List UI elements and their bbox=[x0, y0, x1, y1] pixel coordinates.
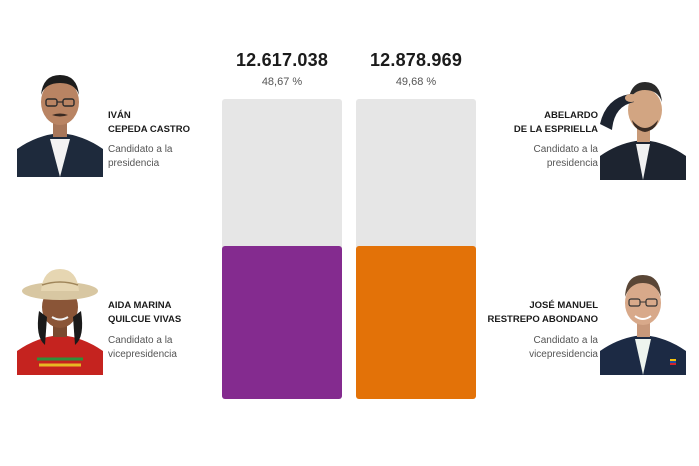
vice-right-name-line1: JOSÉ MANUEL bbox=[529, 300, 598, 311]
vice-right-role: Candidato a la vicepresidencia bbox=[529, 334, 598, 362]
president-right-role-line2: presidencia bbox=[546, 158, 598, 169]
president-left-photo bbox=[17, 69, 103, 177]
vice-right-photo bbox=[600, 267, 686, 375]
left-result-bar-fill bbox=[222, 246, 342, 399]
right-result-bar bbox=[356, 99, 476, 399]
vice-left-role-line2: vicepresidencia bbox=[108, 349, 177, 360]
president-left-role: Candidato a la presidencia bbox=[108, 143, 173, 171]
left-result-bar bbox=[222, 99, 342, 399]
vice-left-name-line2: QUILCUE VIVAS bbox=[108, 314, 182, 325]
vice-left-name-line1: AIDA MARINA bbox=[108, 300, 172, 311]
vice-right-name-line2: RESTREPO ABONDANO bbox=[487, 314, 599, 325]
president-right-role: Candidato a la presidencia bbox=[534, 143, 599, 171]
vice-left-name: AIDA MARINA QUILCUE VIVAS bbox=[108, 299, 181, 327]
right-vote-total: 12.878.969 bbox=[369, 50, 463, 70]
president-left-name-line2: CEPEDA CASTRO bbox=[108, 124, 190, 135]
president-right-name-line1: ABELARDO bbox=[544, 110, 598, 121]
left-vote-percent: 48,67 % bbox=[261, 76, 303, 88]
vice-left-role-line1: Candidato a la bbox=[108, 335, 173, 346]
president-left-name-line1: IVÁN bbox=[108, 110, 131, 121]
right-result-bar-fill bbox=[356, 246, 476, 399]
vice-left-role: Candidato a la vicepresidencia bbox=[108, 334, 177, 362]
president-left-name: IVÁN CEPEDA CASTRO bbox=[108, 109, 190, 137]
left-vote-total: 12.617.038 bbox=[235, 50, 329, 70]
president-right-name: ABELARDO DE LA ESPRIELLA bbox=[514, 109, 598, 137]
right-vote-percent: 49,68 % bbox=[395, 76, 437, 88]
vice-right-role-line1: Candidato a la bbox=[533, 335, 599, 346]
president-left-role-line1: Candidato a la bbox=[108, 144, 173, 155]
vice-left-photo bbox=[17, 267, 103, 375]
vice-right-name: JOSÉ MANUEL RESTREPO ABONDANO bbox=[488, 299, 599, 327]
president-right-photo bbox=[600, 72, 686, 180]
president-left-role-line2: presidencia bbox=[108, 158, 160, 169]
vice-right-role-line2: vicepresidencia bbox=[529, 349, 598, 360]
president-right-name-line2: DE LA ESPRIELLA bbox=[513, 124, 598, 135]
president-right-role-line1: Candidato a la bbox=[533, 144, 599, 155]
